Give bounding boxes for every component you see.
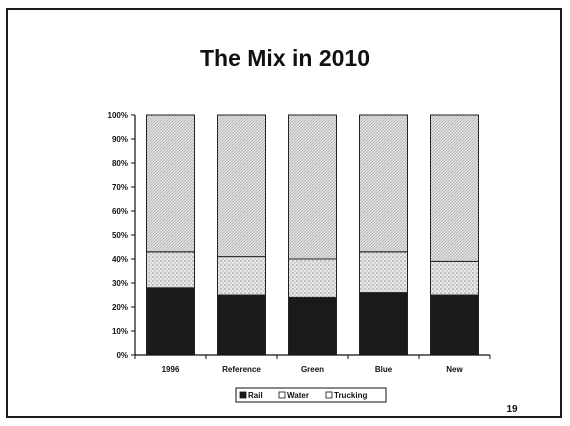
legend: Rail Water Trucking bbox=[235, 387, 387, 403]
bar-segment-rail-new bbox=[430, 294, 479, 356]
bar-segment-trucking-blue bbox=[359, 114, 408, 253]
bar-segment-trucking-new bbox=[430, 114, 479, 262]
bar-segment-water-blue bbox=[359, 251, 408, 294]
y-tick-label: 60% bbox=[112, 207, 128, 216]
y-tick-label: 40% bbox=[112, 255, 128, 264]
page-number: 19 bbox=[506, 404, 518, 415]
bar-segment-trucking-green bbox=[288, 114, 337, 260]
bar-segment-trucking-reference bbox=[217, 114, 266, 258]
bar-segment-water-reference bbox=[217, 256, 266, 296]
legend-swatch-water bbox=[278, 391, 286, 399]
y-axis: 0% 10% 20% 30% 40% 50% 60% 70% 80% 90% 100% bbox=[108, 111, 136, 360]
legend-swatch-rail bbox=[239, 391, 247, 399]
y-tick-label: 70% bbox=[112, 183, 128, 192]
bar-segment-water-1996 bbox=[146, 251, 195, 289]
legend-swatch-trucking bbox=[325, 391, 333, 399]
x-axis: 1996 Reference Green Blue New bbox=[134, 354, 491, 374]
y-tick-label: 50% bbox=[112, 231, 128, 240]
legend-label-trucking: Trucking bbox=[334, 391, 367, 400]
bar-segment-water-new bbox=[430, 260, 479, 296]
bar-segment-trucking-1996 bbox=[146, 114, 195, 253]
chart-title: The Mix in 2010 bbox=[200, 45, 370, 71]
bars bbox=[146, 114, 479, 356]
x-tick-label: 1996 bbox=[162, 365, 180, 374]
legend-label-rail: Rail bbox=[248, 391, 263, 400]
x-tick-label: Blue bbox=[375, 365, 393, 374]
bar-segment-rail-1996 bbox=[146, 287, 195, 356]
y-tick-label: 10% bbox=[112, 327, 128, 336]
bar-segment-rail-blue bbox=[359, 292, 408, 356]
y-tick-label: 30% bbox=[112, 279, 128, 288]
legend-label-water: Water bbox=[287, 391, 309, 400]
y-tick-label: 80% bbox=[112, 159, 128, 168]
y-tick-label: 90% bbox=[112, 135, 128, 144]
bar-segment-water-green bbox=[288, 258, 337, 298]
x-tick-label: Green bbox=[301, 365, 324, 374]
x-tick-label: Reference bbox=[222, 365, 261, 374]
y-tick-label: 100% bbox=[108, 111, 128, 120]
bar-segment-rail-reference bbox=[217, 294, 266, 356]
bar-segment-rail-green bbox=[288, 296, 337, 356]
x-tick-label: New bbox=[446, 365, 463, 374]
y-tick-label: 20% bbox=[112, 303, 128, 312]
y-tick-label: 0% bbox=[116, 351, 128, 360]
legend-box bbox=[235, 387, 387, 403]
